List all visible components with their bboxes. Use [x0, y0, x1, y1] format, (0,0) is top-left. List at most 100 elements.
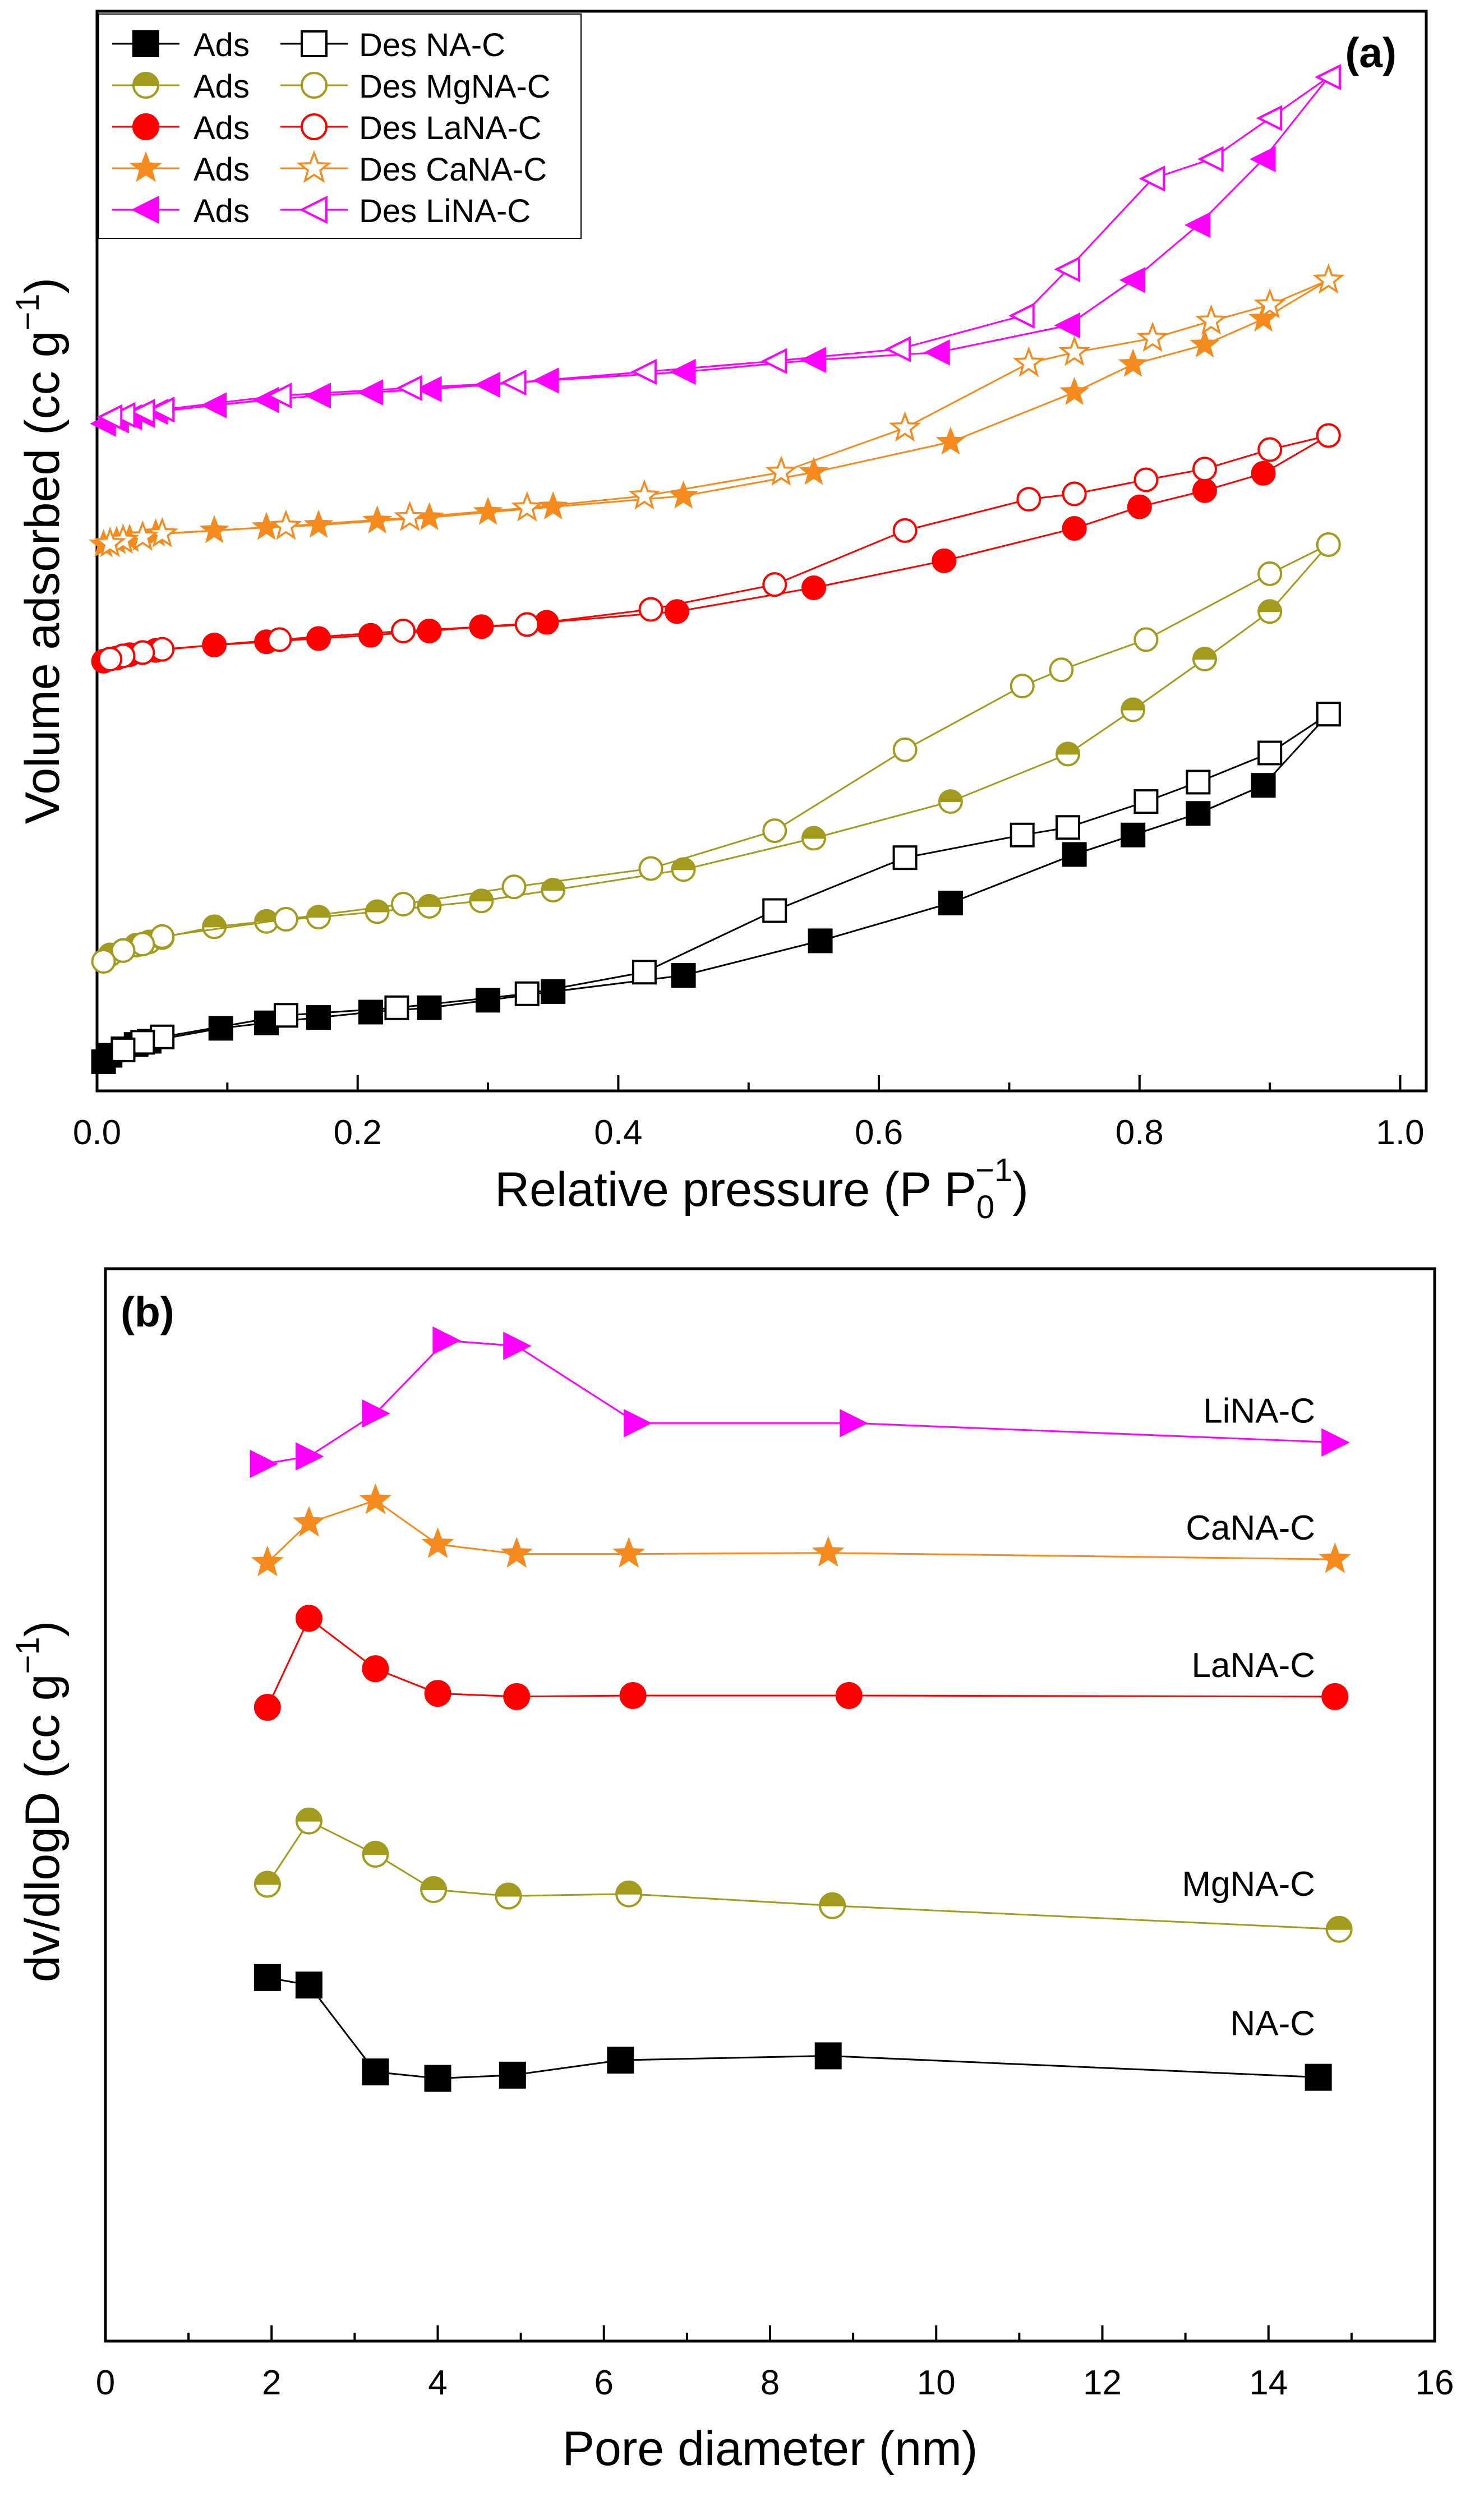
panel-b-label: (b): [121, 1288, 174, 1335]
data-point: [306, 626, 331, 651]
data-point: [1010, 674, 1035, 699]
data-point: [1054, 256, 1081, 283]
data-point: [146, 517, 178, 547]
data-point: [938, 789, 963, 814]
data-point: [273, 1003, 298, 1028]
x-tick-label: 6: [594, 2364, 614, 2402]
data-point: [1133, 627, 1159, 652]
data-point: [671, 857, 696, 882]
data-point: [1059, 376, 1090, 406]
data-point: [416, 376, 442, 402]
data-point: [254, 1871, 281, 1898]
data-point: [1192, 647, 1217, 671]
data-point: [814, 2042, 842, 2070]
data-point: [1008, 302, 1035, 329]
x-tick-label: 4: [428, 2364, 447, 2402]
data-point: [267, 627, 292, 652]
data-point: [762, 898, 787, 923]
data-point: [1250, 146, 1276, 172]
data-point: [357, 379, 383, 406]
data-point: [762, 818, 787, 844]
data-point: [91, 949, 116, 974]
data-point: [98, 647, 123, 671]
panel-a-label: (a): [1345, 29, 1397, 76]
data-point: [265, 383, 292, 409]
data-point: [935, 426, 966, 455]
series-line: [266, 1616, 1335, 1708]
data-point: [1054, 312, 1081, 339]
x-tick-label: 1.0: [1376, 1113, 1424, 1152]
data-point: [391, 891, 416, 916]
data-point: [384, 995, 409, 1020]
data-point: [932, 548, 957, 573]
data-point: [1012, 346, 1045, 377]
data-point: [499, 2061, 526, 2089]
data-point: [1056, 815, 1081, 840]
data-point: [420, 1876, 448, 1904]
data-point: [109, 402, 136, 429]
data-point: [624, 1409, 652, 1438]
data-point: [128, 398, 155, 425]
data-point: [295, 1605, 322, 1632]
legend-entry-lana-c: Ads Des LaNA-C: [112, 110, 542, 146]
data-point: [1257, 437, 1283, 462]
panel-a-plot-area: [89, 64, 1345, 1075]
data-point: [514, 981, 540, 1006]
data-point: [1119, 267, 1146, 293]
data-point: [1121, 822, 1146, 847]
legend-ads-label: Ads: [193, 151, 250, 188]
series-des-mgna-c: [91, 532, 1341, 974]
data-point: [1139, 165, 1165, 192]
x-tick-label: 0.0: [73, 1113, 121, 1152]
data-point: [1118, 348, 1148, 377]
legend-des-label: Des MgNA-C: [359, 68, 551, 105]
legend-marker: [132, 72, 159, 99]
data-point: [1133, 467, 1159, 492]
data-point: [1321, 1428, 1350, 1457]
data-point: [762, 572, 787, 597]
data-point: [1256, 105, 1283, 131]
data-point: [799, 457, 829, 485]
data-point: [1062, 842, 1087, 867]
legend-marker: [132, 113, 159, 140]
legend-marker: [131, 195, 159, 224]
data-point: [630, 358, 657, 385]
data-point: [1186, 801, 1211, 826]
legend-ads-label: Ads: [193, 68, 250, 105]
data-point: [1251, 460, 1276, 486]
x-tick-label: 2: [262, 2364, 281, 2402]
data-point: [273, 906, 298, 932]
series-cana-c: CaNA-C: [251, 1483, 1352, 1577]
data-point: [421, 1527, 454, 1558]
data-point: [362, 1840, 389, 1868]
legend-entry-cana-c: Ads Des CaNA-C: [112, 150, 547, 188]
series-mgna-c: MgNA-C: [254, 1807, 1353, 1943]
data-point: [800, 347, 826, 374]
panel-b: (b) 0 2 4 6 8 10 12 14 16 LiNA-C CaNA-C LaNA-C MgNA…: [10, 1267, 1454, 2476]
series-na-c: NA-C: [254, 1964, 1332, 2092]
x-tick-label: 16: [1416, 2364, 1454, 2402]
data-point: [1316, 423, 1341, 448]
data-point: [892, 518, 918, 543]
data-point: [924, 339, 950, 366]
legend-ads-label: Ads: [193, 193, 250, 229]
data-point: [1321, 1683, 1349, 1710]
data-point: [96, 404, 123, 431]
data-point: [1315, 64, 1341, 90]
panel-a-x-axis: 0.0 0.2 0.4 0.6 0.8 1.0: [73, 1075, 1425, 1152]
series-label-cana-c: CaNA-C: [1186, 1509, 1315, 1547]
x-tick-label: 8: [761, 2364, 780, 2402]
data-point: [1312, 263, 1345, 294]
data-point: [270, 509, 302, 540]
data-point: [1319, 1542, 1352, 1573]
data-point: [1257, 740, 1283, 766]
data-point: [1062, 516, 1087, 541]
data-point: [514, 612, 540, 637]
legend-des-label: Des LaNA-C: [359, 110, 542, 146]
data-point: [306, 1005, 331, 1030]
data-point: [607, 2047, 634, 2074]
legend-marker: [301, 113, 328, 140]
data-point: [1058, 335, 1091, 366]
data-point: [503, 1683, 531, 1710]
series-lana-c: LaNA-C: [254, 1605, 1349, 1721]
